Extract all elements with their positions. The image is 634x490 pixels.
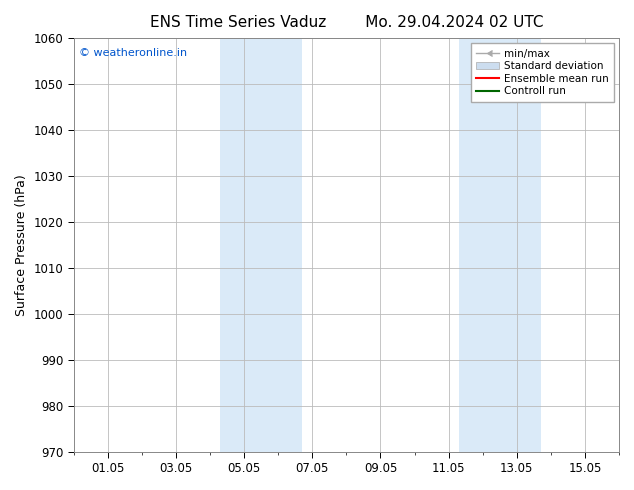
Y-axis label: Surface Pressure (hPa): Surface Pressure (hPa) bbox=[15, 174, 28, 316]
Bar bbox=[459, 38, 541, 452]
Legend: min/max, Standard deviation, Ensemble mean run, Controll run: min/max, Standard deviation, Ensemble me… bbox=[470, 43, 614, 101]
Title: ENS Time Series Vaduz        Mo. 29.04.2024 02 UTC: ENS Time Series Vaduz Mo. 29.04.2024 02 … bbox=[150, 15, 543, 30]
Bar bbox=[220, 38, 302, 452]
Text: © weatheronline.in: © weatheronline.in bbox=[79, 49, 187, 58]
